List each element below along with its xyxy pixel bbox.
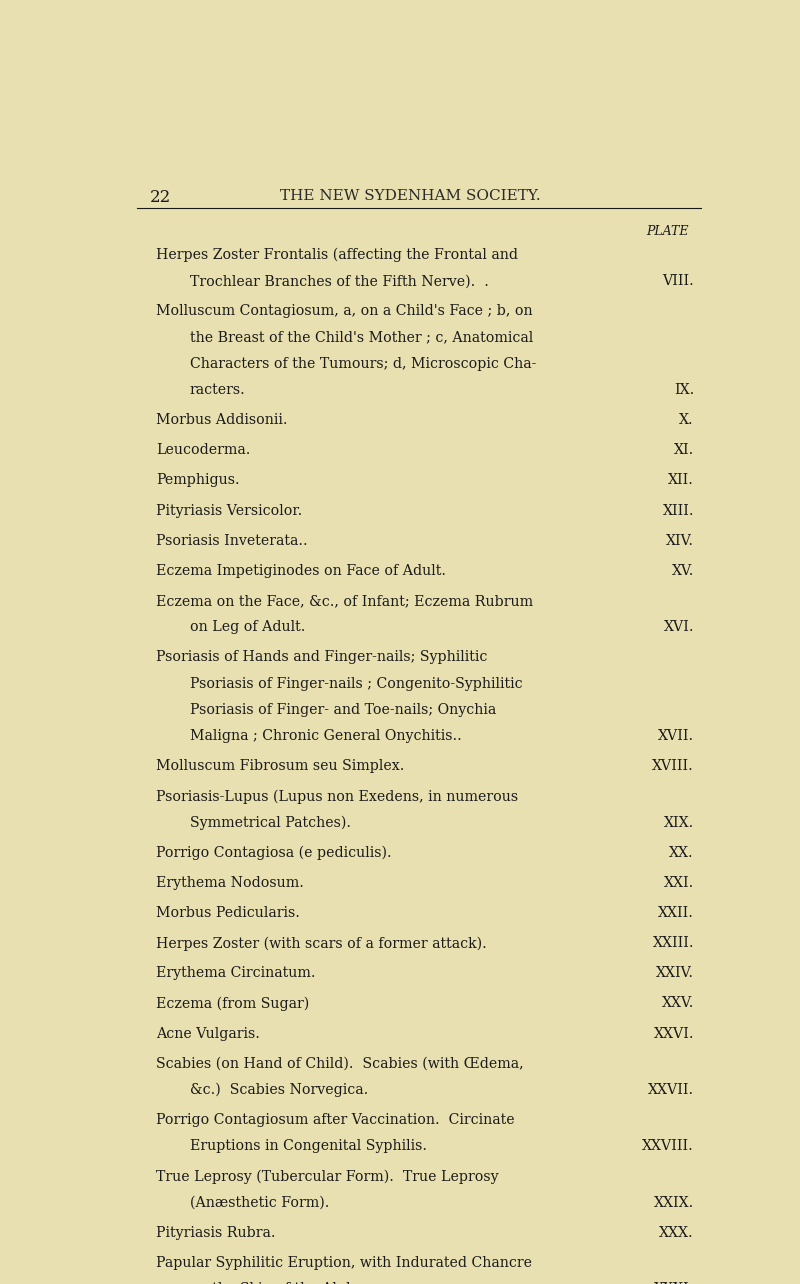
- Text: True Leprosy (Tubercular Form).  True Leprosy: True Leprosy (Tubercular Form). True Lep…: [156, 1170, 498, 1184]
- Text: on Leg of Adult.: on Leg of Adult.: [190, 620, 306, 634]
- Text: XI.: XI.: [674, 443, 694, 457]
- Text: Psoriasis of Hands and Finger-nails; Syphilitic: Psoriasis of Hands and Finger-nails; Syp…: [156, 651, 487, 664]
- Text: XXVII.: XXVII.: [648, 1082, 694, 1097]
- Text: Papular Syphilitic Eruption, with Indurated Chancre: Papular Syphilitic Eruption, with Indura…: [156, 1256, 532, 1270]
- Text: Eczema on the Face, &c., of Infant; Eczema Rubrum: Eczema on the Face, &c., of Infant; Ecze…: [156, 594, 533, 609]
- Text: Trochlear Branches of the Fifth Nerve).  .: Trochlear Branches of the Fifth Nerve). …: [190, 275, 489, 288]
- Text: Erythema Nodosum.: Erythema Nodosum.: [156, 876, 304, 890]
- Text: Erythema Circinatum.: Erythema Circinatum.: [156, 967, 315, 980]
- Text: PLATE: PLATE: [646, 225, 689, 239]
- Text: Pityriasis Versicolor.: Pityriasis Versicolor.: [156, 503, 302, 517]
- Text: (Anæsthetic Form).: (Anæsthetic Form).: [190, 1195, 330, 1210]
- Text: Eczema Impetiginodes on Face of Adult.: Eczema Impetiginodes on Face of Adult.: [156, 564, 446, 578]
- Text: XXX.: XXX.: [659, 1226, 694, 1240]
- Text: XVIII.: XVIII.: [652, 759, 694, 773]
- Text: racters.: racters.: [190, 383, 246, 397]
- Text: Psoriasis-Lupus (Lupus non Exedens, in numerous: Psoriasis-Lupus (Lupus non Exedens, in n…: [156, 790, 518, 804]
- Text: Herpes Zoster Frontalis (affecting the Frontal and: Herpes Zoster Frontalis (affecting the F…: [156, 248, 518, 262]
- Text: XXIX.: XXIX.: [654, 1195, 694, 1210]
- Text: THE NEW SYDENHAM SOCIETY.: THE NEW SYDENHAM SOCIETY.: [280, 189, 540, 203]
- Text: Molluscum Contagiosum, a, on a Child's Face ; b, on: Molluscum Contagiosum, a, on a Child's F…: [156, 304, 533, 318]
- Text: XXXI.: XXXI.: [654, 1283, 694, 1284]
- Text: Characters of the Tumours; d, Microscopic Cha-: Characters of the Tumours; d, Microscopi…: [190, 357, 536, 371]
- Text: Eczema (from Sugar): Eczema (from Sugar): [156, 996, 309, 1011]
- Text: Pityriasis Rubra.: Pityriasis Rubra.: [156, 1226, 275, 1240]
- Text: Morbus Addisonii.: Morbus Addisonii.: [156, 413, 287, 428]
- Text: XXV.: XXV.: [662, 996, 694, 1011]
- Text: XXIII.: XXIII.: [653, 936, 694, 950]
- Text: XII.: XII.: [668, 474, 694, 488]
- Text: XXVIII.: XXVIII.: [642, 1139, 694, 1153]
- Text: &c.)  Scabies Norvegica.: &c.) Scabies Norvegica.: [190, 1082, 368, 1098]
- Text: Pemphigus.: Pemphigus.: [156, 474, 239, 488]
- Text: XXII.: XXII.: [658, 907, 694, 919]
- Text: IX.: IX.: [674, 383, 694, 397]
- Text: Maligna ; Chronic General Onychitis..: Maligna ; Chronic General Onychitis..: [190, 729, 462, 743]
- Text: Eruptions in Congenital Syphilis.: Eruptions in Congenital Syphilis.: [190, 1139, 427, 1153]
- Text: Porrigo Contagiosum after Vaccination.  Circinate: Porrigo Contagiosum after Vaccination. C…: [156, 1113, 514, 1127]
- Text: XXIV.: XXIV.: [656, 967, 694, 980]
- Text: Symmetrical Patches).: Symmetrical Patches).: [190, 815, 351, 829]
- Text: Acne Vulgaris.: Acne Vulgaris.: [156, 1027, 260, 1040]
- Text: XIX.: XIX.: [664, 815, 694, 829]
- Text: X.: X.: [679, 413, 694, 428]
- Text: XXVI.: XXVI.: [654, 1027, 694, 1040]
- Text: Scabies (on Hand of Child).  Scabies (with Œdema,: Scabies (on Hand of Child). Scabies (wit…: [156, 1057, 523, 1071]
- Text: Morbus Pedicularis.: Morbus Pedicularis.: [156, 907, 300, 919]
- Text: Leucoderma.: Leucoderma.: [156, 443, 250, 457]
- Text: XVI.: XVI.: [663, 620, 694, 634]
- Text: 22: 22: [150, 189, 171, 205]
- Text: the Breast of the Child's Mother ; c, Anatomical: the Breast of the Child's Mother ; c, An…: [190, 330, 533, 344]
- Text: XX.: XX.: [670, 846, 694, 860]
- Text: Porrigo Contagiosa (e pediculis).: Porrigo Contagiosa (e pediculis).: [156, 846, 391, 860]
- Text: Psoriasis of Finger-nails ; Congenito-Syphilitic: Psoriasis of Finger-nails ; Congenito-Sy…: [190, 677, 522, 691]
- Text: XIII.: XIII.: [662, 503, 694, 517]
- Text: VIII.: VIII.: [662, 275, 694, 288]
- Text: Psoriasis Inveterata..: Psoriasis Inveterata..: [156, 534, 307, 548]
- Text: XVII.: XVII.: [658, 729, 694, 743]
- Text: XV.: XV.: [671, 564, 694, 578]
- Text: Herpes Zoster (with scars of a former attack).: Herpes Zoster (with scars of a former at…: [156, 936, 486, 950]
- Text: on the Skin of the Abdomen.: on the Skin of the Abdomen.: [190, 1283, 394, 1284]
- Text: Molluscum Fibrosum seu Simplex.: Molluscum Fibrosum seu Simplex.: [156, 759, 404, 773]
- Text: Psoriasis of Finger- and Toe-nails; Onychia: Psoriasis of Finger- and Toe-nails; Onyc…: [190, 702, 496, 716]
- Text: XXI.: XXI.: [664, 876, 694, 890]
- Text: XIV.: XIV.: [666, 534, 694, 548]
